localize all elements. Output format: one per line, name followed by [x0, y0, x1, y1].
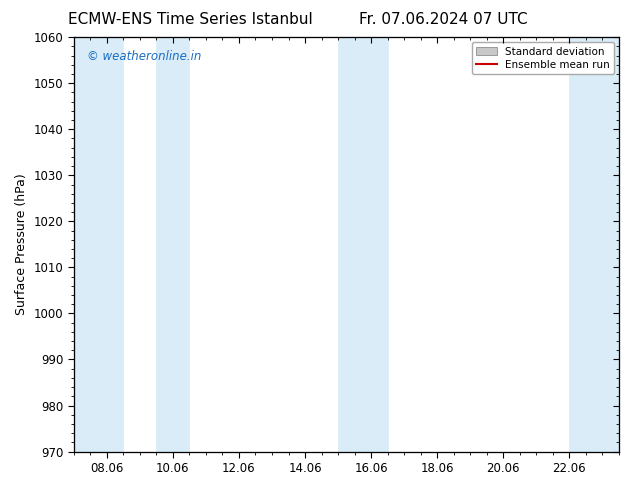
- Bar: [338, 37, 387, 452]
- Bar: [74, 37, 123, 452]
- Legend: Standard deviation, Ensemble mean run: Standard deviation, Ensemble mean run: [472, 42, 614, 74]
- Text: ECMW-ENS Time Series Istanbul: ECMW-ENS Time Series Istanbul: [68, 12, 313, 27]
- Text: Fr. 07.06.2024 07 UTC: Fr. 07.06.2024 07 UTC: [359, 12, 528, 27]
- Bar: [569, 37, 619, 452]
- Y-axis label: Surface Pressure (hPa): Surface Pressure (hPa): [15, 173, 28, 315]
- Bar: [157, 37, 190, 452]
- Text: © weatheronline.in: © weatheronline.in: [87, 49, 202, 63]
